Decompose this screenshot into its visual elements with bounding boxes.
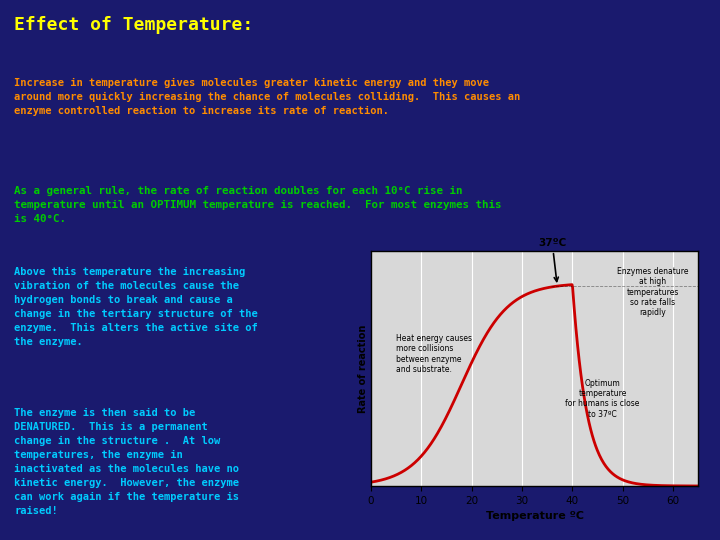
Y-axis label: Rate of reaction: Rate of reaction — [358, 325, 368, 413]
Text: Increase in temperature gives molecules greater kinetic energy and they move
aro: Increase in temperature gives molecules … — [14, 78, 521, 117]
Text: Effect of Temperature:: Effect of Temperature: — [14, 16, 253, 34]
Text: As a general rule, the rate of reaction doubles for each 10°C rise in
temperatur: As a general rule, the rate of reaction … — [14, 186, 502, 225]
Text: 37ºC: 37ºC — [538, 238, 567, 281]
Text: Heat energy causes
more collisions
between enzyme
and substrate.: Heat energy causes more collisions betwe… — [396, 334, 472, 374]
Text: Optimum
temperature
for humans is close
to 37ºC: Optimum temperature for humans is close … — [565, 379, 640, 419]
Text: Above this temperature the increasing
vibration of the molecules cause the
hydro: Above this temperature the increasing vi… — [14, 267, 258, 347]
Text: Enzymes denature
at high
temperatures
so rate falls
rapidly: Enzymes denature at high temperatures so… — [617, 267, 689, 318]
X-axis label: Temperature ºC: Temperature ºC — [485, 511, 584, 521]
Text: The enzyme is then said to be
DENATURED.  This is a permanent
change in the stru: The enzyme is then said to be DENATURED.… — [14, 408, 239, 516]
